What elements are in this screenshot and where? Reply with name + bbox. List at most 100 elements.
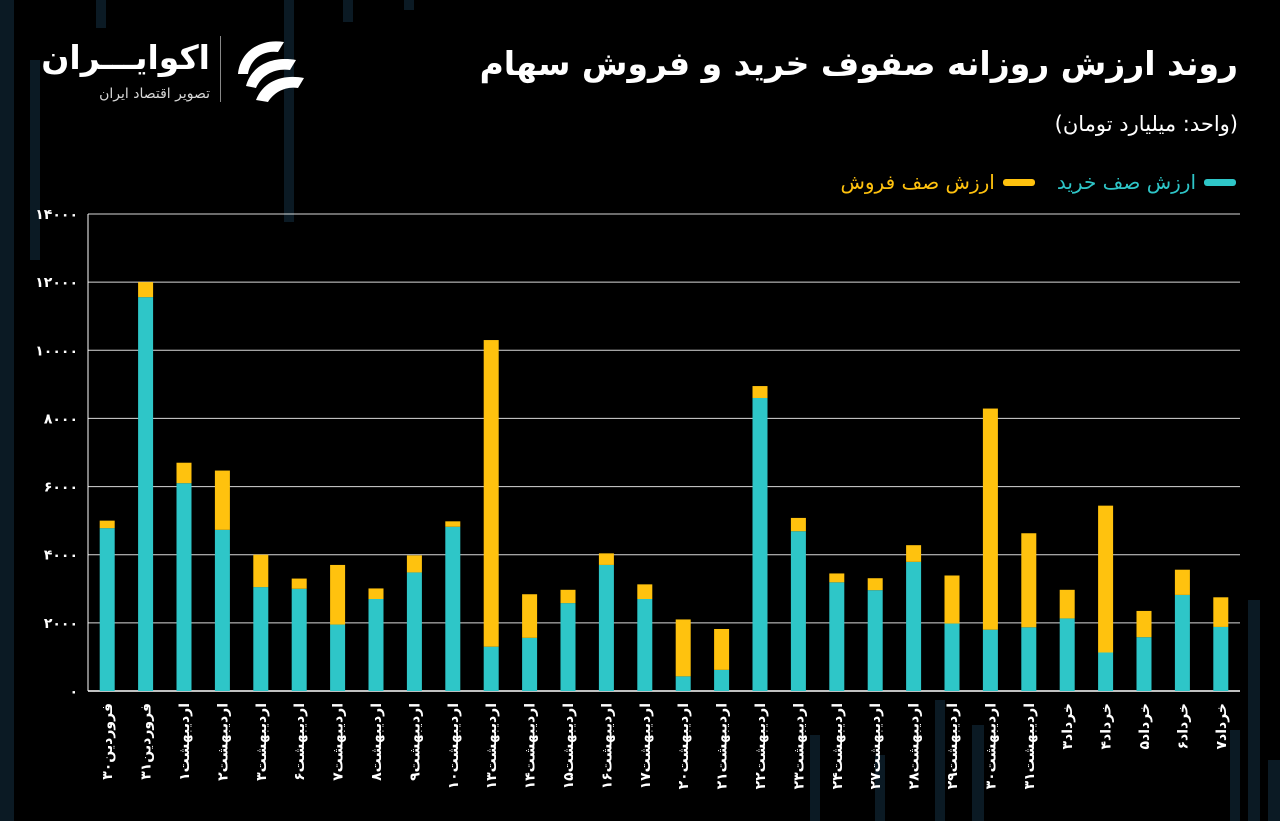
legend-swatch-sell <box>1002 178 1035 186</box>
x-tick-label: ۵خرداد <box>1137 703 1153 750</box>
bar-buy <box>522 637 538 691</box>
x-tick-label: ۲۴اردیبهشت <box>830 703 846 789</box>
y-tick-label: ۲۰۰۰ <box>44 616 78 632</box>
bar-sell <box>1136 610 1152 638</box>
legend-swatch-buy <box>1204 178 1236 186</box>
background-decoration <box>875 755 885 821</box>
x-tick-label: ۱اردیبهشت <box>177 703 193 781</box>
background-decoration <box>935 700 945 821</box>
bar-buy <box>138 297 154 691</box>
bar-buy <box>982 629 998 691</box>
bar-buy <box>99 528 115 691</box>
x-tick-label: ۳۰اردیبهشت <box>983 703 999 789</box>
bar-sell <box>906 545 922 562</box>
bar-buy <box>790 531 806 691</box>
bar-sell <box>214 470 230 530</box>
bar-buy <box>1021 627 1037 691</box>
x-tick-label: ۶اردیبهشت <box>292 703 308 781</box>
x-tick-label: ۲۰اردیبهشت <box>676 703 692 789</box>
bar-sell <box>483 340 499 647</box>
bar-sell <box>598 553 614 565</box>
x-tick-label: ۱۳اردیبهشت <box>484 703 500 789</box>
bar-buy <box>675 676 691 691</box>
bar-sell <box>752 386 768 398</box>
background-decoration <box>972 725 984 821</box>
bar-sell <box>790 517 806 532</box>
legend-label-sell: ارزش صف فروش <box>840 170 995 194</box>
y-tick-label: ۶۰۰۰ <box>44 480 78 496</box>
x-tick-label: ۷خرداد <box>1214 703 1230 750</box>
bar-buy <box>1098 652 1114 691</box>
bar-buy <box>1174 594 1190 691</box>
y-tick-label: ۱۰۰۰۰ <box>35 343 78 359</box>
bar-buy <box>598 564 614 691</box>
background-decoration <box>30 60 40 260</box>
bar-buy <box>752 397 768 691</box>
x-tick-label: ۴خرداد <box>1099 703 1115 750</box>
background-decoration <box>96 0 106 28</box>
background-decoration <box>404 0 414 10</box>
x-tick-label: ۲۱اردیبهشت <box>715 703 731 789</box>
bar-sell <box>944 575 960 624</box>
bar-buy <box>406 572 422 691</box>
bar-sell <box>522 594 538 638</box>
bar-sell <box>982 408 998 630</box>
bar-sell <box>560 589 576 604</box>
bar-sell <box>675 619 691 677</box>
bar-buy <box>906 561 922 691</box>
bar-sell <box>330 564 346 625</box>
y-tick-label: ۸۰۰۰ <box>44 411 78 427</box>
bar-sell <box>1021 533 1037 628</box>
x-tick-label: ۲اردیبهشت <box>215 703 231 781</box>
bar-buy <box>176 483 192 691</box>
bar-sell <box>1174 569 1190 595</box>
bar-buy <box>330 624 346 691</box>
bar-sell <box>714 628 730 670</box>
bar-buy <box>560 603 576 691</box>
background-decoration <box>0 0 14 821</box>
background-decoration <box>284 0 294 222</box>
bar-buy <box>867 590 883 691</box>
bar-sell <box>406 555 422 573</box>
legend-label-buy: ارزش صف خرید <box>1056 170 1196 194</box>
x-tick-label: ۲۹اردیبهشت <box>945 703 961 789</box>
bar-sell <box>176 462 192 484</box>
bar-buy <box>944 623 960 691</box>
bar-buy <box>214 529 230 691</box>
x-tick-label: ۲۸اردیبهشت <box>907 703 923 789</box>
bar-sell <box>291 578 307 589</box>
bar-buy <box>253 587 269 691</box>
bar-buy <box>637 599 653 691</box>
bar-buy <box>714 669 730 691</box>
bar-buy <box>291 588 307 691</box>
y-tick-label: ۴۰۰۰ <box>44 548 78 564</box>
bar-buy <box>829 582 845 691</box>
bar-sell <box>99 520 115 529</box>
legend-item-sell: ارزش صف فروش <box>840 170 1035 194</box>
bar-sell <box>138 282 154 298</box>
legend-item-buy: ارزش صف خرید <box>1057 170 1236 194</box>
bar-sell <box>1213 597 1229 627</box>
x-tick-label: ۹اردیبهشت <box>407 703 423 781</box>
y-tick-label: ۱۲۰۰۰ <box>35 275 78 291</box>
x-tick-label: ۳۱اردیبهشت <box>1022 703 1038 789</box>
x-tick-label: ۲۳اردیبهشت <box>791 703 807 789</box>
logo-divider <box>220 36 221 102</box>
brand-logo: اکوایـــران تصویر اقتصاد ایران <box>41 32 310 112</box>
x-tick-label: ۲۷اردیبهشت <box>868 703 884 789</box>
x-tick-label: ۳۱فروردین <box>139 703 155 780</box>
x-tick-label: ۳۰فروردین <box>100 703 116 780</box>
x-tick-label: ۷اردیبهشت <box>331 703 347 781</box>
x-tick-label: ۱۶اردیبهشت <box>599 703 615 789</box>
ecoiran-logo-icon <box>238 41 304 102</box>
bar-buy <box>445 526 461 691</box>
x-tick-label: ۱۵اردیبهشت <box>561 703 577 789</box>
y-tick-label: ۰ <box>69 684 78 700</box>
x-tick-label: ۳اردیبهشت <box>254 703 270 781</box>
bar-buy <box>1136 637 1152 691</box>
brand-tagline: تصویر اقتصاد ایران <box>99 86 210 102</box>
y-tick-label: ۱۴۰۰۰ <box>35 207 78 223</box>
x-tick-label: ۱۰اردیبهشت <box>446 703 462 789</box>
chart-legend: ارزش صف خرید ارزش صف فروش <box>840 170 1236 194</box>
